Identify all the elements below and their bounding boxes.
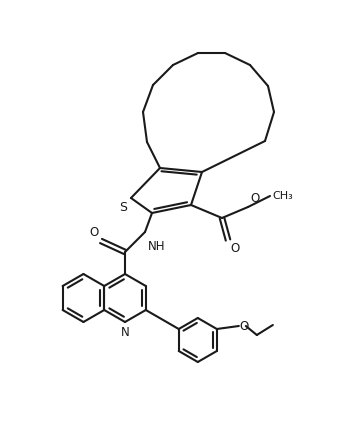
Text: O: O (230, 242, 239, 255)
Text: O: O (240, 319, 249, 332)
Text: CH₃: CH₃ (272, 191, 293, 201)
Text: O: O (90, 226, 99, 239)
Text: NH: NH (148, 240, 166, 253)
Text: O: O (250, 192, 259, 205)
Text: S: S (119, 201, 127, 214)
Text: N: N (121, 326, 129, 339)
